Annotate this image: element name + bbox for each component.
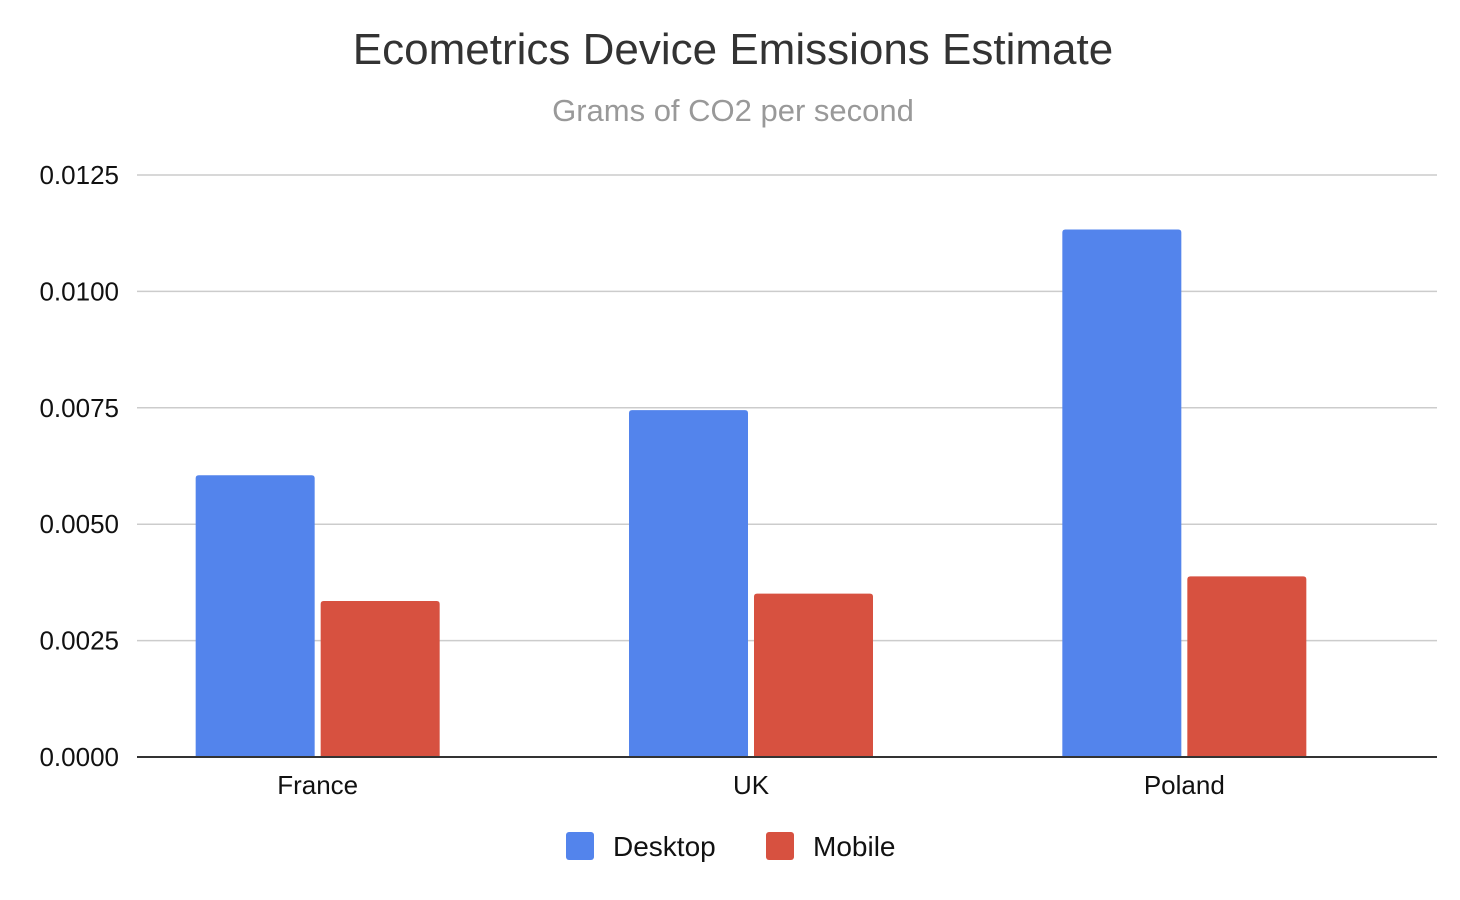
x-axis-tick-labels: France UK Poland [277,770,1225,800]
y-tick-label: 0.0125 [39,160,119,190]
x-tick-label: UK [733,770,770,800]
y-axis-tick-labels: 0.0000 0.0025 0.0050 0.0075 0.0100 0.0125 [39,160,119,772]
bar-desktop-poland [1062,229,1182,757]
legend: Desktop Mobile [566,831,895,862]
chart-subtitle: Grams of CO2 per second [552,93,914,128]
x-tick-label: Poland [1144,770,1225,800]
y-tick-label: 0.0025 [39,626,119,656]
y-tick-label: 0.0050 [39,509,119,539]
chart-title: Ecometrics Device Emissions Estimate [353,25,1113,74]
legend-item-mobile: Mobile [766,831,895,862]
x-tick-label: France [277,770,358,800]
bars [195,229,1307,757]
legend-label: Desktop [613,831,716,862]
y-tick-label: 0.0075 [39,393,119,423]
gridlines [137,174,1437,642]
bar-desktop-france [195,475,315,757]
y-tick-label: 0.0100 [39,276,119,306]
bar-desktop-uk [629,410,748,757]
y-tick-label: 0.0000 [39,742,119,772]
legend-swatch [566,832,594,860]
bar-mobile-uk [754,593,873,757]
legend-swatch [766,832,794,860]
bar-mobile-france [320,601,440,757]
legend-item-desktop: Desktop [566,831,716,862]
legend-label: Mobile [813,831,895,862]
bar-mobile-poland [1187,576,1307,757]
